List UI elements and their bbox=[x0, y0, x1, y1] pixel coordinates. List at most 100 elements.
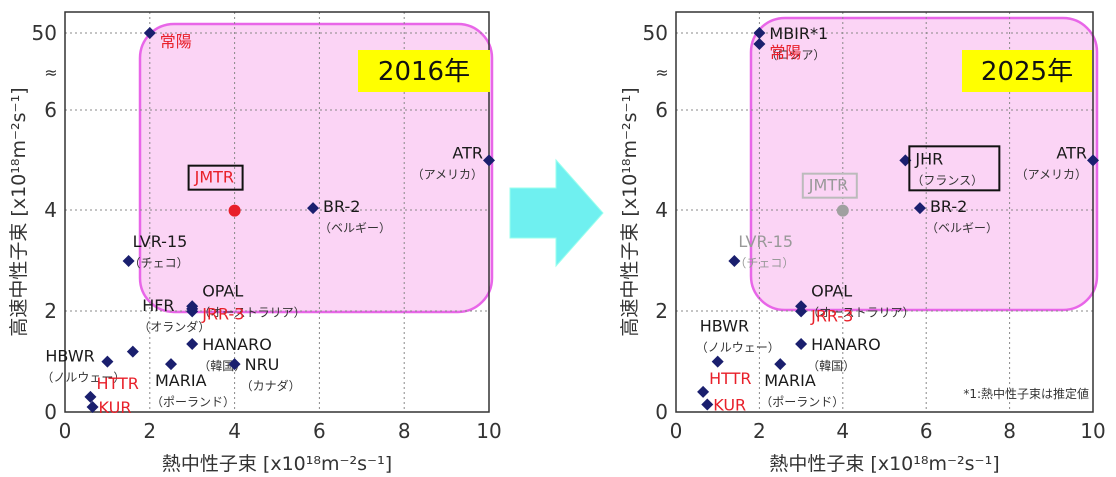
point-label: JRR-3 bbox=[810, 306, 853, 325]
point-label: ATR bbox=[452, 143, 483, 162]
point-label: HBWR bbox=[700, 317, 749, 336]
point-sublabel: （オランダ） bbox=[138, 319, 210, 334]
point-label: JRR-3 bbox=[201, 304, 244, 323]
data-point bbox=[697, 385, 710, 398]
chart-panel-1: 0 2 4 6 8 10 0 2 4 6 50 ≈ 熱中性子束 [x10¹⁸m⁻²s⁻¹] 高速中性子束 … bbox=[619, 11, 1106, 475]
data-point bbox=[711, 355, 724, 368]
point-label: JHR bbox=[914, 149, 943, 168]
data-point bbox=[483, 154, 495, 167]
y-tick-label: 4 bbox=[655, 198, 668, 222]
data-point bbox=[753, 27, 766, 39]
chart-panel-0: 0 2 4 6 8 10 0 2 4 6 50 ≈ 熱中性子束 [x10¹⁸m⁻²s⁻¹] 高速中性子束 … bbox=[8, 11, 502, 475]
data-point bbox=[228, 358, 241, 371]
point-label: KUR bbox=[99, 398, 132, 417]
point-label: 常陽 bbox=[160, 32, 192, 51]
point-label: HANARO bbox=[202, 335, 272, 354]
y-tick-label: 6 bbox=[655, 98, 668, 122]
point-sublabel: （ロシア） bbox=[765, 48, 825, 62]
point-sublabel: （ベルギー） bbox=[319, 221, 391, 235]
point-sublabel: （ポーランド） bbox=[151, 395, 235, 409]
x-axis-label: 熱中性子束 [x10¹⁸m⁻²s⁻¹] bbox=[769, 453, 999, 475]
data-point bbox=[728, 255, 741, 267]
x-tick-label: 4 bbox=[228, 419, 241, 443]
x-tick-label: 4 bbox=[836, 419, 849, 443]
highlight-region bbox=[138, 22, 494, 314]
data-point bbox=[795, 338, 808, 351]
point-sublabel: （オーストラリア） bbox=[198, 305, 305, 319]
y-tick-label: 2 bbox=[655, 299, 668, 323]
data-point bbox=[753, 38, 766, 50]
y-axis-label: 高速中性子束 [x10¹⁸m⁻²s⁻¹] bbox=[619, 87, 641, 336]
point-sublabel: （アメリカ） bbox=[412, 167, 483, 181]
point-sublabel: （チェコ） bbox=[129, 256, 189, 270]
data-point bbox=[1087, 154, 1099, 167]
x-tick-label: 6 bbox=[920, 419, 933, 443]
data-point bbox=[186, 302, 199, 315]
x-tick-label: 8 bbox=[1003, 419, 1016, 443]
data-point bbox=[795, 305, 808, 318]
y-axis-label: 高速中性子束 [x10¹⁸m⁻²s⁻¹] bbox=[8, 87, 30, 336]
point-sublabel: （アメリカ） bbox=[1016, 167, 1087, 181]
y-tick-label: 50 bbox=[32, 21, 57, 45]
point-label: KUR bbox=[713, 395, 746, 414]
data-point bbox=[122, 255, 135, 267]
data-point bbox=[774, 358, 787, 371]
point-label: HFR bbox=[142, 296, 174, 315]
y-tick-label: 4 bbox=[44, 198, 57, 222]
transition-arrow bbox=[509, 158, 604, 268]
y-tick-label: 6 bbox=[44, 98, 57, 122]
label-box bbox=[908, 145, 1001, 192]
x-tick-label: 10 bbox=[1080, 419, 1105, 443]
x-tick-label: 2 bbox=[143, 419, 156, 443]
point-label: JMTR bbox=[194, 168, 234, 187]
y-tick-label: 0 bbox=[655, 400, 668, 424]
point-sublabel: （ポーランド） bbox=[760, 395, 844, 409]
point-label: OPAL bbox=[811, 281, 852, 300]
point-label: BR-2 bbox=[323, 197, 360, 216]
point-label: HTTR bbox=[709, 369, 751, 388]
data-point bbox=[165, 358, 177, 371]
point-label: JMTR bbox=[808, 176, 848, 195]
x-axis-label: 熱中性子束 [x10¹⁸m⁻²s⁻¹] bbox=[162, 453, 392, 475]
point-label: HBWR bbox=[45, 347, 94, 366]
point-label: ATR bbox=[1056, 143, 1087, 162]
point-sublabel: （ベルギー） bbox=[926, 221, 998, 235]
x-tick-label: 0 bbox=[59, 419, 72, 443]
point-label: BR-2 bbox=[930, 197, 967, 216]
data-point bbox=[701, 398, 714, 411]
point-label: OPAL bbox=[202, 281, 243, 300]
data-point bbox=[86, 400, 99, 413]
x-tick-label: 8 bbox=[398, 419, 411, 443]
data-point bbox=[84, 390, 97, 403]
point-sublabel: （カナダ） bbox=[241, 378, 301, 393]
point-label: MBIR*1 bbox=[769, 24, 828, 43]
axis-break-symbol: ≈ bbox=[655, 63, 668, 82]
data-point bbox=[186, 338, 199, 351]
point-label: MARIA bbox=[764, 371, 816, 390]
data-point bbox=[307, 202, 320, 215]
year-badge-label: 2016年 bbox=[378, 57, 470, 87]
plot-frame bbox=[64, 11, 490, 413]
data-point bbox=[143, 27, 156, 39]
axis-break-symbol: ≈ bbox=[44, 63, 57, 82]
point-sublabel: （ノルウェー） bbox=[41, 371, 125, 385]
point-sublabel: （オーストラリア） bbox=[807, 305, 914, 319]
point-label: HANARO bbox=[811, 335, 881, 354]
data-point bbox=[836, 204, 849, 217]
data-point bbox=[913, 202, 926, 215]
point-sublabel: （チェコ） bbox=[734, 256, 794, 270]
data-point bbox=[101, 355, 114, 368]
point-label: HTTR bbox=[96, 374, 138, 393]
point-label: 常陽 bbox=[769, 43, 801, 62]
point-label: NRU bbox=[245, 355, 280, 374]
y-tick-label: 50 bbox=[643, 21, 668, 45]
data-point bbox=[126, 345, 139, 358]
point-sublabel: （フランス） bbox=[911, 173, 983, 187]
point-label: LVR-15 bbox=[133, 232, 188, 251]
year-badge bbox=[358, 50, 490, 92]
year-badge-label: 2025年 bbox=[981, 57, 1073, 87]
y-tick-label: 2 bbox=[44, 299, 57, 323]
data-point bbox=[228, 204, 241, 217]
year-badge bbox=[962, 50, 1092, 92]
